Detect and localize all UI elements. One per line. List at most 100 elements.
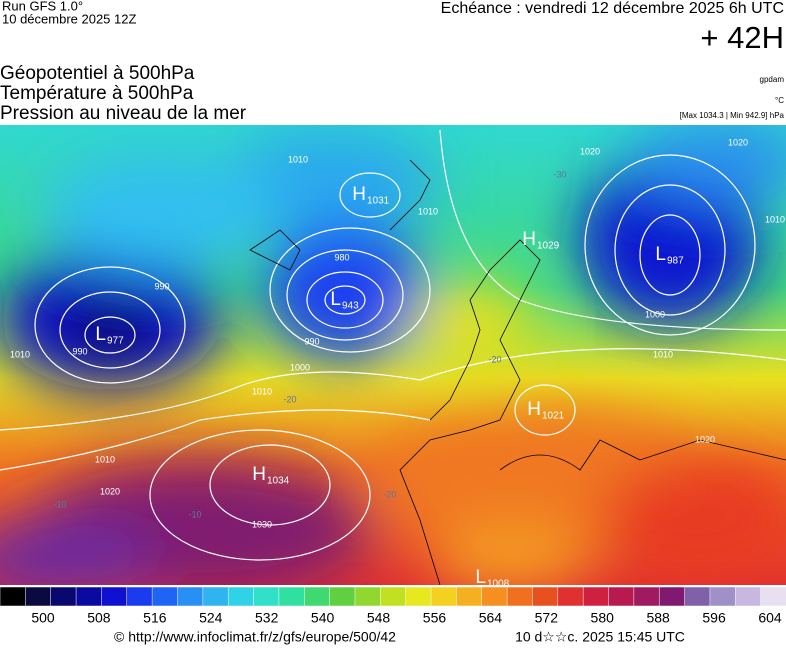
isobar-label: 1020	[695, 434, 715, 444]
isobar-label: 1020	[728, 137, 748, 147]
colorbar-swatch	[532, 586, 559, 607]
colorbar-swatch	[50, 586, 77, 607]
temperature-label: -20	[488, 354, 501, 364]
colorbar-swatch	[735, 586, 762, 607]
temperature-label: -20	[383, 489, 396, 499]
footer-url: © http://www.infoclimat.fr/z/gfs/europe/…	[114, 629, 396, 645]
center-letter: H	[252, 464, 266, 485]
isobar-label: 1020	[580, 146, 600, 156]
center-letter: L	[95, 324, 106, 345]
center-letter: L	[330, 289, 341, 310]
isobar-label: 1010	[252, 386, 272, 396]
unit: gpdam	[760, 75, 785, 84]
isobar-label: 1000	[645, 309, 665, 319]
colorbar-tick-label: 588	[646, 610, 670, 626]
footer-time: 10 d☆☆c. 2025 15:45 UTC	[515, 629, 685, 645]
unit: °C	[775, 96, 784, 105]
colorbar-swatch	[405, 586, 432, 607]
coastlines	[249, 159, 786, 585]
isobar-label: 1010	[765, 214, 785, 224]
isobar-label: 1010	[288, 154, 308, 164]
isobar-label: 990	[304, 336, 319, 346]
isobar-label: 980	[334, 252, 349, 262]
center-letter: H	[522, 229, 536, 250]
center-letter: H	[352, 184, 366, 205]
temperature-label: -30	[553, 169, 566, 179]
colorbar-tick-label: 548	[367, 610, 391, 626]
run: Run GFS 1.0°	[2, 0, 83, 13]
isobar-label: 990	[154, 281, 169, 291]
colorbar-swatch	[126, 586, 153, 607]
colorbar-tick-label: 524	[199, 610, 223, 626]
colorbar-tick-label: 516	[143, 610, 167, 626]
center-value: 1034	[267, 476, 290, 487]
colorbar-swatch	[151, 586, 179, 607]
colorbar-swatch	[582, 586, 610, 607]
colorbar-swatch	[633, 586, 660, 607]
center-letter: L	[475, 567, 486, 588]
colorbar-swatch	[430, 586, 458, 607]
temperature-label: -10	[53, 499, 66, 509]
colorbar-swatch	[202, 586, 229, 607]
center-value: 1008	[487, 579, 510, 590]
colorbar-swatch	[380, 586, 407, 607]
echeance: Echéance : vendredi 12 décembre 2025 6h …	[441, 0, 784, 17]
isobar-label: 1020	[100, 486, 120, 496]
colorbar-swatch	[506, 586, 534, 607]
colorbar-swatch	[658, 586, 686, 607]
colorbar-tick-label: 540	[311, 610, 335, 626]
run-date: 10 décembre 2025 12Z	[2, 11, 136, 26]
isobar-label: 1010	[418, 206, 438, 216]
colorbar-swatch	[177, 586, 204, 607]
center-letter: H	[527, 399, 541, 420]
isobar-label: 1010	[653, 349, 673, 359]
center-value: 1021	[542, 411, 565, 422]
colorbar-swatch	[0, 586, 27, 607]
center-value: 1031	[367, 196, 390, 207]
colorbar-swatch	[684, 586, 711, 607]
colorbar-swatch	[354, 586, 382, 607]
colorbar-swatch	[253, 586, 280, 607]
colorbar-tick-label: 564	[479, 610, 503, 626]
temperature-label: -20	[283, 394, 296, 404]
colorbar-swatch	[481, 586, 508, 607]
colorbar: 500 508 516 524 532 540 548 556 564 572 580 588 596 6…	[0, 586, 786, 626]
colorbar-tick-label: 508	[87, 610, 111, 626]
center-value: 1029	[537, 241, 560, 252]
center-value: 987	[667, 256, 684, 267]
isobar-label: 990	[72, 346, 87, 356]
colorbar-tick-label: 500	[31, 610, 55, 626]
center-value: 943	[342, 301, 359, 312]
colorbar-swatch	[608, 586, 635, 607]
colorbar-swatch	[101, 586, 128, 607]
colorbar-swatch	[75, 586, 103, 607]
colorbar-swatch	[278, 586, 306, 607]
colorbar-tick-label: 572	[535, 610, 559, 626]
colorbar-tick-label: 604	[758, 610, 782, 626]
isobar-label: 1030	[252, 519, 272, 529]
colorbar-swatch	[329, 586, 356, 607]
isobar-label: 1010	[95, 454, 115, 464]
colorbar-swatch	[557, 586, 584, 607]
center-letter: L	[655, 244, 666, 265]
colorbar-tick-label: 596	[702, 610, 726, 626]
colorbar-tick-label: 556	[423, 610, 447, 626]
title: Géopotentiel à 500hPa	[0, 63, 195, 84]
isobar-label: 1000	[290, 362, 310, 372]
colorbar-tick-label: 580	[591, 610, 615, 626]
colorbar-swatch	[760, 586, 786, 607]
isobar-label: 1010	[10, 349, 30, 359]
colorbar-tick-label: 532	[255, 610, 279, 626]
colorbar-swatch	[304, 586, 331, 607]
lead-time: + 42H	[700, 20, 784, 55]
title: Température à 500hPa	[0, 83, 194, 104]
temperature-label: -10	[188, 509, 201, 519]
colorbar-swatch	[709, 586, 737, 607]
colorbar-swatch	[227, 586, 255, 607]
title: Pression au niveau de la mer	[0, 103, 247, 124]
colorbar-swatch	[456, 586, 483, 607]
center-value: 977	[107, 336, 124, 347]
